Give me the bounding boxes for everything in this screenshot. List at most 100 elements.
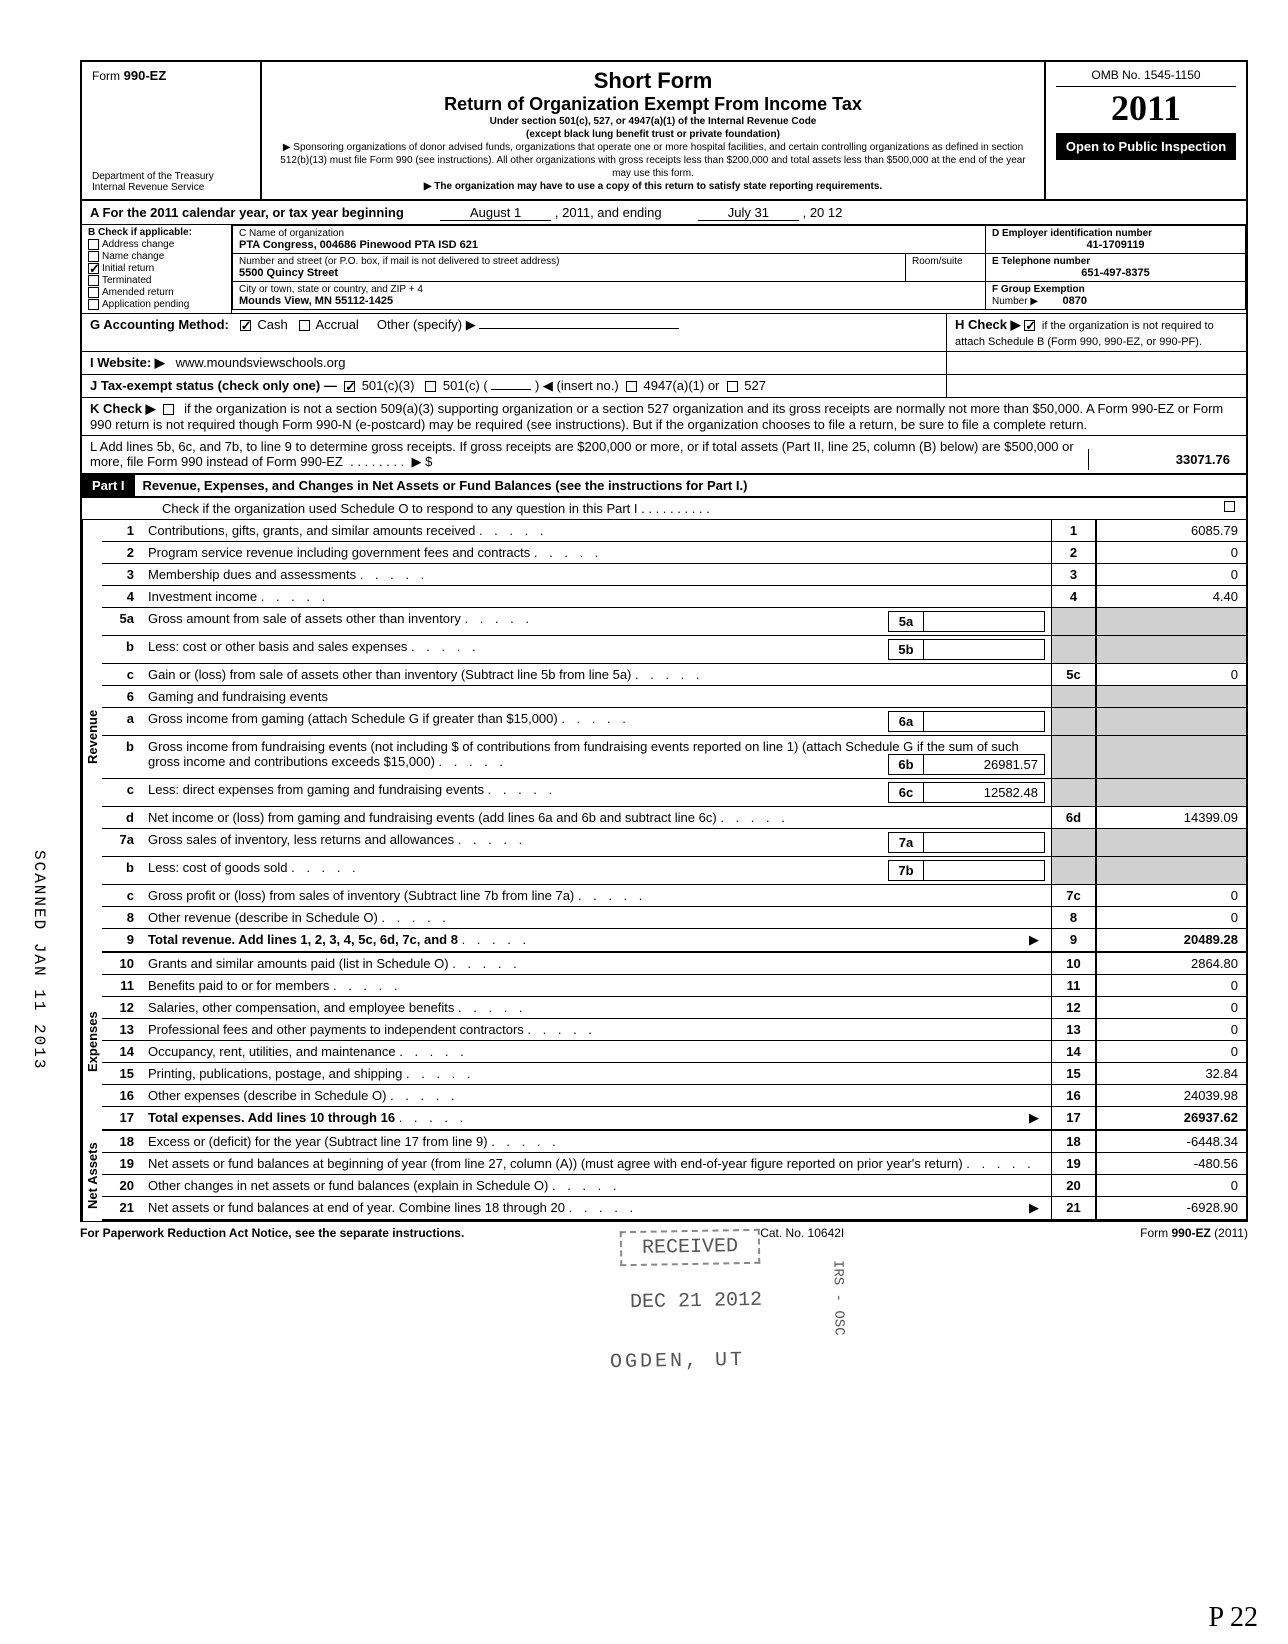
line-desc: Professional fees and other payments to … bbox=[142, 1019, 1051, 1040]
line-row: bGross income from fundraising events (n… bbox=[102, 736, 1246, 779]
line-number: 12 bbox=[102, 997, 142, 1018]
line-desc: Net income or (loss) from gaming and fun… bbox=[142, 807, 1051, 828]
line-number: 7a bbox=[102, 829, 142, 856]
group-expenses: Expenses10Grants and similar amounts pai… bbox=[80, 953, 1248, 1131]
line-desc: Printing, publications, postage, and shi… bbox=[142, 1063, 1051, 1084]
line-value: 0 bbox=[1096, 907, 1246, 928]
line-number: 19 bbox=[102, 1153, 142, 1174]
place-stamp: OGDEN, UT bbox=[610, 1349, 745, 1374]
line-box-number: 14 bbox=[1051, 1041, 1096, 1062]
line-desc: Net assets or fund balances at beginning… bbox=[142, 1153, 1051, 1174]
line-box-number: 10 bbox=[1051, 953, 1096, 974]
row-j: J Tax-exempt status (check only one) — 5… bbox=[80, 375, 1248, 398]
line-row: 18Excess or (deficit) for the year (Subt… bbox=[102, 1131, 1246, 1153]
addr-label: Number and street (or P.O. box, if mail … bbox=[239, 256, 899, 267]
line-desc: Gross income from fundraising events (no… bbox=[142, 736, 1051, 778]
irs-stamp: IRS - OSC bbox=[829, 1260, 846, 1336]
line-value: 20489.28 bbox=[1096, 929, 1246, 951]
mid-box-val bbox=[924, 612, 1044, 631]
line-number: 15 bbox=[102, 1063, 142, 1084]
tax-year: 2011 bbox=[1056, 87, 1236, 129]
line-row: dNet income or (loss) from gaming and fu… bbox=[102, 807, 1246, 829]
4947-checkbox[interactable] bbox=[626, 381, 637, 392]
handwritten-note: P 22 bbox=[1208, 1602, 1258, 1634]
mid-box-num: 7b bbox=[889, 861, 924, 880]
line-value: 26937.62 bbox=[1096, 1107, 1246, 1129]
sec-b-item: Application pending bbox=[88, 299, 225, 310]
line-row: aGross income from gaming (attach Schedu… bbox=[102, 708, 1246, 736]
line-row: 15Printing, publications, postage, and s… bbox=[102, 1063, 1246, 1085]
line-number: 6 bbox=[102, 686, 142, 707]
line-box-number: 17 bbox=[1051, 1107, 1096, 1129]
line-row: 6Gaming and fundraising events bbox=[102, 686, 1246, 708]
line-box-number: 7c bbox=[1051, 885, 1096, 906]
mid-box-num: 7a bbox=[889, 833, 924, 852]
received-stamp: RECEIVED bbox=[620, 1229, 761, 1266]
line-desc: Program service revenue including govern… bbox=[142, 542, 1051, 563]
sec-k-checkbox[interactable] bbox=[163, 404, 174, 415]
line-row: 11Benefits paid to or for members . . . … bbox=[102, 975, 1246, 997]
501c-checkbox[interactable] bbox=[425, 381, 436, 392]
line-value: 0 bbox=[1096, 564, 1246, 585]
sec-b-checkbox[interactable] bbox=[88, 263, 99, 274]
line-number: a bbox=[102, 708, 142, 735]
sec-h-checkbox[interactable] bbox=[1024, 320, 1035, 331]
sec-b-checkbox[interactable] bbox=[88, 287, 99, 298]
group-label: Net Assets bbox=[82, 1131, 102, 1221]
part1-body: Revenue1Contributions, gifts, grants, an… bbox=[80, 520, 1248, 1221]
sec-h-label: H Check ▶ bbox=[955, 317, 1021, 332]
line-number: 21 bbox=[102, 1197, 142, 1219]
line-number: 1 bbox=[102, 520, 142, 541]
line-row: 19Net assets or fund balances at beginni… bbox=[102, 1153, 1246, 1175]
part1-header: Part I Revenue, Expenses, and Changes in… bbox=[80, 475, 1248, 498]
mid-box-num: 5b bbox=[889, 640, 924, 659]
mid-box-val bbox=[924, 712, 1044, 731]
line-desc: Salaries, other compensation, and employ… bbox=[142, 997, 1051, 1018]
period-end: July 31 bbox=[698, 205, 799, 221]
line-number: 8 bbox=[102, 907, 142, 928]
sec-b-checkbox[interactable] bbox=[88, 239, 99, 250]
line-row: 3Membership dues and assessments . . . .… bbox=[102, 564, 1246, 586]
line-number: 3 bbox=[102, 564, 142, 585]
line-row: 14Occupancy, rent, utilities, and mainte… bbox=[102, 1041, 1246, 1063]
sec-b-checkbox[interactable] bbox=[88, 299, 99, 310]
group-revenue: Revenue1Contributions, gifts, grants, an… bbox=[80, 520, 1248, 953]
sec-f-label: F Group Exemption bbox=[992, 284, 1239, 295]
cash-checkbox[interactable] bbox=[240, 320, 251, 331]
part1-schedule-o-checkbox[interactable] bbox=[1224, 501, 1235, 512]
line-number: 9 bbox=[102, 929, 142, 951]
line-value: 0 bbox=[1096, 975, 1246, 996]
501c3-checkbox[interactable] bbox=[344, 381, 355, 392]
sec-c-label: C Name of organization bbox=[239, 228, 979, 239]
line-number: 5a bbox=[102, 608, 142, 635]
omb-number: OMB No. 1545-1150 bbox=[1056, 68, 1236, 87]
line-value: 0 bbox=[1096, 1175, 1246, 1196]
501c-label: 501(c) ( bbox=[443, 378, 488, 393]
period-begin: August 1 bbox=[440, 205, 551, 221]
line-row: 21Net assets or fund balances at end of … bbox=[102, 1197, 1246, 1221]
line-box-number: 8 bbox=[1051, 907, 1096, 928]
line-value: -480.56 bbox=[1096, 1153, 1246, 1174]
sec-b-checkbox[interactable] bbox=[88, 275, 99, 286]
sec-b-item: Name change bbox=[88, 251, 225, 262]
line-number: 20 bbox=[102, 1175, 142, 1196]
line-desc: Contributions, gifts, grants, and simila… bbox=[142, 520, 1051, 541]
line-number: 14 bbox=[102, 1041, 142, 1062]
line-number: 10 bbox=[102, 953, 142, 974]
line-desc: Gross profit or (loss) from sales of inv… bbox=[142, 885, 1051, 906]
dept-treasury: Department of the Treasury bbox=[92, 171, 250, 182]
sec-i-label: I Website: ▶ bbox=[90, 355, 165, 370]
line-desc: Less: cost of goods sold . . . . .7b bbox=[142, 857, 1051, 884]
line-value bbox=[1096, 736, 1246, 778]
sec-k-text: if the organization is not a section 509… bbox=[90, 401, 1223, 432]
form-prefix: Form bbox=[92, 69, 120, 83]
line-desc: Gross sales of inventory, less returns a… bbox=[142, 829, 1051, 856]
accrual-checkbox[interactable] bbox=[299, 320, 310, 331]
mid-box-val bbox=[924, 833, 1044, 852]
open-to-public: Open to Public Inspection bbox=[1056, 133, 1236, 160]
line-value: 32.84 bbox=[1096, 1063, 1246, 1084]
line-row: 2Program service revenue including gover… bbox=[102, 542, 1246, 564]
line-row: 5aGross amount from sale of assets other… bbox=[102, 608, 1246, 636]
sec-j-label: J Tax-exempt status (check only one) — bbox=[90, 378, 337, 393]
527-checkbox[interactable] bbox=[727, 381, 738, 392]
